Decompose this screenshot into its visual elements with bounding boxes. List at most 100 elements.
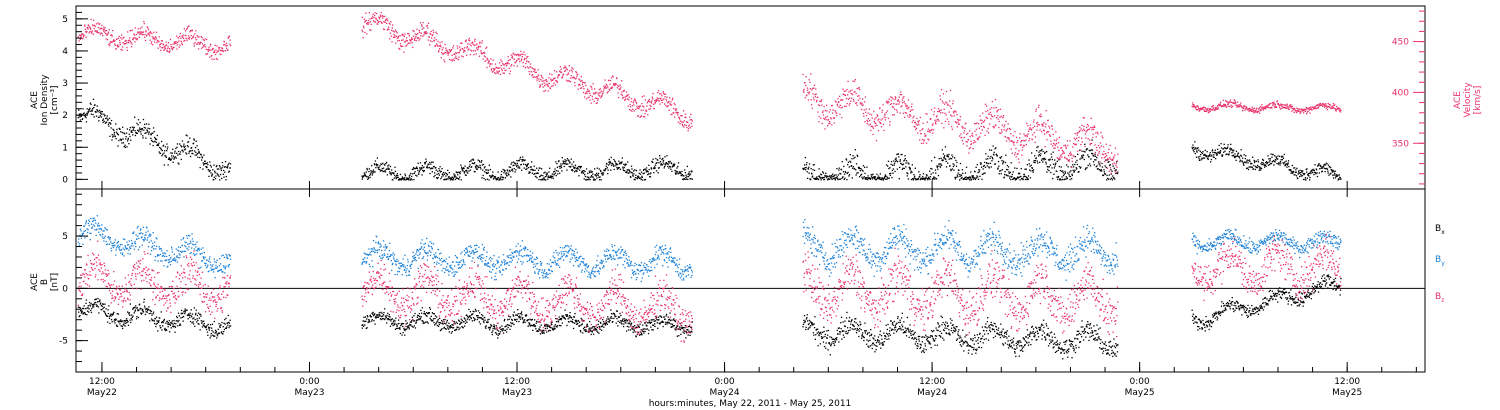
data-point-pink: [819, 100, 821, 103]
data-point-pink: [535, 76, 537, 78]
data-point-black: [958, 169, 960, 171]
data-point-black: [982, 165, 985, 167]
data-point-black: [874, 178, 876, 180]
data-point-black: [184, 145, 186, 147]
data-point-black: [840, 169, 843, 171]
data-point-black: [432, 161, 434, 163]
data-point-black: [862, 170, 864, 172]
data-point-black: [391, 169, 393, 171]
data-point-black: [1203, 157, 1206, 159]
data-point-black: [556, 166, 558, 168]
data-point-black: [1005, 154, 1007, 156]
data-point-pink: [902, 97, 904, 99]
data-point-Bx: [101, 305, 103, 307]
data-point-black: [1262, 158, 1264, 161]
data-point-black: [619, 162, 621, 164]
data-point-pink: [493, 68, 495, 71]
data-point-pink: [864, 101, 866, 103]
data-point-black: [130, 130, 133, 132]
data-point-black: [681, 170, 683, 173]
data-point-pink: [897, 100, 899, 102]
data-point-pink: [821, 104, 823, 106]
data-point-black: [542, 177, 545, 179]
data-point-black: [1066, 164, 1068, 166]
data-point-pink: [666, 106, 668, 108]
data-point-black: [487, 171, 489, 174]
data-point-pink: [570, 69, 573, 71]
data-point-black: [1101, 170, 1103, 172]
data-point-black: [1201, 152, 1204, 155]
data-point-pink: [1321, 104, 1323, 107]
data-point-black: [109, 122, 111, 124]
data-point-pink: [1225, 106, 1228, 108]
data-point-pink: [1286, 103, 1288, 105]
data-point-pink: [100, 27, 103, 30]
data-point-black: [595, 174, 597, 176]
data-point-black: [970, 178, 973, 181]
data-point-pink: [491, 68, 493, 70]
data-point-pink: [1032, 121, 1035, 123]
data-point-pink: [805, 76, 807, 78]
data-point-black: [133, 126, 135, 129]
data-point-black: [961, 176, 963, 178]
data-point-pink: [595, 102, 597, 104]
data-point-pink: [176, 48, 178, 50]
data-point-Bx: [84, 313, 86, 315]
data-point-pink: [208, 49, 210, 51]
data-point-black: [983, 164, 985, 167]
data-point-black: [1061, 176, 1063, 178]
data-point-pink: [1280, 103, 1282, 105]
data-point-pink: [1096, 146, 1098, 149]
data-point-pink: [455, 57, 457, 59]
data-point-black: [131, 131, 133, 134]
data-point-pink: [843, 93, 845, 95]
data-point-pink: [484, 60, 486, 63]
data-point-black: [872, 178, 874, 180]
data-point-pink: [227, 49, 229, 51]
data-point-black: [845, 159, 848, 161]
data-point-black: [481, 164, 483, 166]
data-point-pink: [513, 65, 515, 67]
data-point-black: [1194, 152, 1196, 155]
data-point-black: [371, 174, 373, 176]
data-point-black: [475, 164, 477, 166]
data-point-pink: [1074, 143, 1076, 146]
data-point-pink: [970, 143, 973, 145]
data-point-pink: [1039, 129, 1041, 131]
data-point-pink: [607, 91, 609, 93]
data-point-pink: [1309, 108, 1312, 110]
data-point-pink: [965, 122, 967, 124]
data-point-black: [904, 157, 906, 160]
data-point-black: [962, 172, 964, 174]
data-point-black: [832, 177, 835, 180]
data-point-pink: [891, 106, 893, 108]
data-point-black: [913, 177, 915, 179]
data-point-pink: [564, 65, 566, 67]
data-point-black: [372, 169, 375, 171]
data-point-pink: [532, 68, 535, 70]
data-point-pink: [101, 33, 103, 35]
data-point-black: [1275, 156, 1277, 158]
data-point-pink: [872, 127, 875, 129]
data-point-black: [419, 169, 421, 171]
data-point-pink: [619, 88, 622, 90]
data-point-black: [172, 155, 175, 157]
data-point-Bx: [80, 310, 82, 312]
data-point-black: [203, 163, 205, 165]
data-point-pink: [1250, 109, 1252, 111]
data-point-pink: [906, 107, 908, 109]
data-point-pink: [386, 18, 388, 20]
data-point-pink: [485, 59, 487, 61]
data-point-pink: [956, 126, 958, 128]
data-point-pink: [614, 84, 616, 87]
data-point-pink: [872, 133, 874, 136]
data-point-pink: [565, 68, 567, 70]
data-point-black: [1095, 159, 1097, 161]
data-point-black: [555, 161, 557, 163]
data-point-black: [93, 116, 95, 118]
data-point-pink: [148, 32, 150, 34]
data-point-pink: [655, 99, 658, 102]
data-point-pink: [1084, 145, 1086, 148]
data-point-pink: [868, 124, 870, 126]
data-point-black: [1004, 161, 1007, 164]
